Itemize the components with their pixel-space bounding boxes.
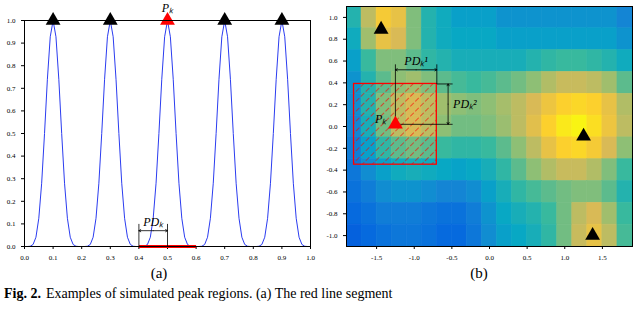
svg-text:0.2: 0.2 bbox=[329, 101, 338, 109]
svg-text:-0.4: -0.4 bbox=[326, 166, 338, 174]
svg-text:0.7: 0.7 bbox=[7, 85, 16, 93]
svg-text:0.8: 0.8 bbox=[7, 62, 16, 70]
svg-text:0.4: 0.4 bbox=[329, 79, 338, 87]
svg-text:0.0: 0.0 bbox=[485, 254, 494, 262]
svg-text:-1.0: -1.0 bbox=[326, 232, 338, 240]
svg-text:0.7: 0.7 bbox=[220, 254, 229, 262]
svg-text:Pₖ: Pₖ bbox=[374, 112, 387, 126]
svg-text:0.3: 0.3 bbox=[106, 254, 115, 262]
svg-text:0.0: 0.0 bbox=[7, 243, 16, 251]
svg-text:0.5: 0.5 bbox=[7, 130, 16, 138]
svg-text:-0.5: -0.5 bbox=[446, 254, 458, 262]
svg-text:-1.5: -1.5 bbox=[371, 254, 383, 262]
svg-text:1.0: 1.0 bbox=[329, 14, 338, 22]
html-text:(b): (b) bbox=[470, 265, 488, 281]
svg-text:PDₖ: PDₖ bbox=[142, 215, 164, 229]
svg-text:0.2: 0.2 bbox=[77, 254, 86, 262]
svg-text:0.0: 0.0 bbox=[329, 123, 338, 131]
html-text:Fig. 2. Examples of simulated: Fig. 2. Examples of simulated peak regio… bbox=[4, 286, 393, 301]
svg-text:PDₖ²: PDₖ² bbox=[452, 97, 477, 111]
svg-text:0.1: 0.1 bbox=[49, 254, 58, 262]
svg-text:0.5: 0.5 bbox=[523, 254, 532, 262]
html-text:(a): (a) bbox=[150, 265, 168, 281]
svg-text:0.4: 0.4 bbox=[135, 254, 144, 262]
svg-text:-1.0: -1.0 bbox=[409, 254, 421, 262]
svg-text:1.0: 1.0 bbox=[306, 254, 315, 262]
svg-text:0.6: 0.6 bbox=[192, 254, 201, 262]
svg-text:0.8: 0.8 bbox=[249, 254, 258, 262]
svg-text:0.3: 0.3 bbox=[7, 175, 16, 183]
svg-text:PDₖ¹: PDₖ¹ bbox=[403, 54, 428, 68]
svg-text:-0.6: -0.6 bbox=[326, 188, 338, 196]
svg-text:1.0: 1.0 bbox=[7, 17, 16, 25]
svg-text:0.6: 0.6 bbox=[329, 57, 338, 65]
svg-text:Pₖ: Pₖ bbox=[161, 1, 174, 15]
svg-text:-0.2: -0.2 bbox=[326, 145, 338, 153]
svg-text:0.2: 0.2 bbox=[7, 198, 16, 206]
svg-text:0.5: 0.5 bbox=[163, 254, 172, 262]
svg-text:0.8: 0.8 bbox=[329, 35, 338, 43]
svg-text:1.0: 1.0 bbox=[560, 254, 569, 262]
svg-text:-0.8: -0.8 bbox=[326, 210, 338, 218]
svg-text:0.4: 0.4 bbox=[7, 152, 16, 160]
svg-text:0.9: 0.9 bbox=[7, 39, 16, 47]
svg-text:0.1: 0.1 bbox=[7, 220, 16, 228]
svg-text:0.6: 0.6 bbox=[7, 107, 16, 115]
svg-text:1.5: 1.5 bbox=[598, 254, 607, 262]
svg-text:0.0: 0.0 bbox=[20, 254, 29, 262]
svg-text:0.9: 0.9 bbox=[278, 254, 287, 262]
